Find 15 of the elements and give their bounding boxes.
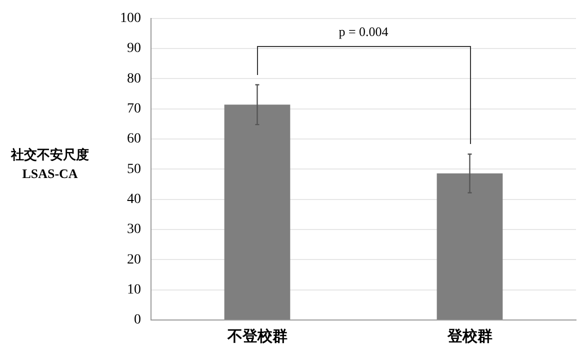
y-axis-title: 社交不安尺度 LSAS-CA xyxy=(10,146,90,183)
y-tick-label: 70 xyxy=(127,102,141,117)
y-tick-label: 10 xyxy=(127,282,141,298)
y-tick-label: 80 xyxy=(127,71,141,86)
y-tick-label: 30 xyxy=(127,222,141,238)
y-tick-label: 90 xyxy=(127,41,141,56)
y-tick-label: 60 xyxy=(127,132,141,147)
y-tick-label: 20 xyxy=(127,252,141,268)
y-tick-label: 100 xyxy=(120,11,141,26)
y-tick-label: 0 xyxy=(134,312,141,328)
y-tick-label: 50 xyxy=(127,162,141,177)
y-tick-label: 40 xyxy=(127,192,141,208)
annotation: p = 0.004 xyxy=(338,24,388,40)
x-tick-label: 登校群 xyxy=(446,326,492,345)
x-tick-label: 不登校群 xyxy=(226,326,288,345)
